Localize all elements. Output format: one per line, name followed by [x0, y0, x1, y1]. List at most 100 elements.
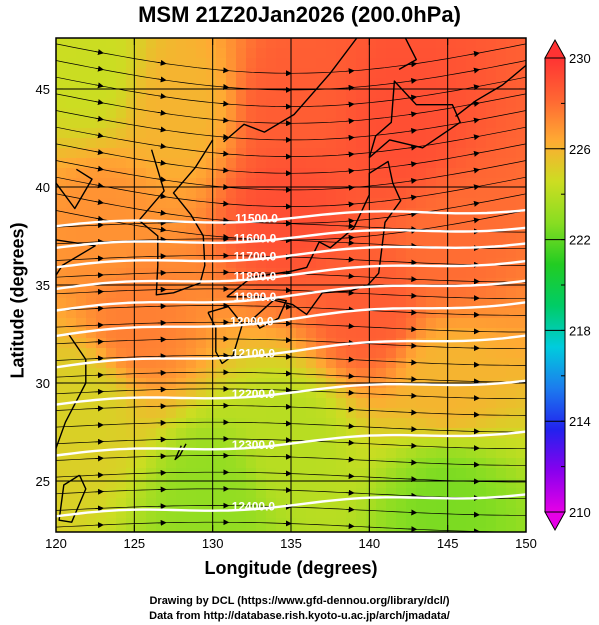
wind-arrow	[95, 182, 104, 189]
field-cell	[216, 68, 227, 79]
field-cell	[96, 408, 107, 419]
field-cell	[496, 468, 507, 479]
field-cell	[396, 78, 407, 89]
field-cell	[346, 228, 357, 239]
field-cell	[436, 178, 447, 189]
field-cell	[126, 268, 137, 279]
field-cell	[246, 488, 257, 499]
field-cell	[216, 298, 227, 309]
field-cell	[66, 428, 77, 439]
field-cell	[266, 38, 277, 49]
field-cell	[166, 98, 177, 109]
field-cell	[306, 428, 317, 439]
field-cell	[396, 398, 407, 409]
field-cell	[206, 38, 217, 49]
field-cell	[246, 238, 257, 249]
wind-arrow	[157, 176, 167, 183]
wind-arrow	[471, 50, 480, 57]
field-cell	[216, 318, 227, 329]
field-cell	[186, 218, 197, 229]
field-cell	[216, 138, 227, 149]
field-cell	[496, 198, 507, 209]
field-cell	[396, 458, 407, 469]
field-cell	[486, 98, 497, 109]
field-cell	[256, 118, 267, 129]
wind-arrow	[157, 209, 167, 216]
field-cell	[276, 88, 287, 99]
field-cell	[446, 348, 457, 359]
field-cell	[326, 138, 337, 149]
field-cell	[226, 308, 237, 319]
field-cell	[106, 398, 117, 409]
field-cell	[506, 168, 517, 179]
field-cell	[506, 98, 517, 109]
field-cell	[236, 488, 247, 499]
field-cell	[66, 128, 77, 139]
field-cell	[66, 148, 77, 159]
field-cell	[506, 368, 517, 379]
field-cell	[506, 308, 517, 319]
field-cell	[426, 188, 437, 199]
field-cell	[456, 188, 467, 199]
field-cell	[486, 398, 497, 409]
field-cell	[146, 48, 157, 59]
field-cell	[516, 48, 526, 59]
field-cell	[256, 338, 267, 349]
field-cell	[486, 148, 497, 159]
field-cell	[476, 498, 487, 509]
field-cell	[406, 38, 417, 49]
field-cell	[516, 278, 526, 289]
wind-arrow	[345, 68, 355, 75]
field-cell	[86, 158, 97, 169]
field-cell	[236, 418, 247, 429]
field-cell	[126, 138, 137, 149]
field-cell	[126, 168, 137, 179]
field-cell	[496, 318, 507, 329]
field-cell	[436, 68, 447, 79]
field-cell	[426, 388, 437, 399]
field-cell	[76, 58, 87, 69]
field-cell	[396, 518, 407, 529]
field-cell	[296, 448, 307, 459]
field-cell	[106, 308, 117, 319]
field-cell	[416, 98, 427, 109]
field-cell	[466, 288, 477, 299]
field-cell	[516, 58, 526, 69]
field-cell	[326, 88, 337, 99]
field-cell	[116, 388, 127, 399]
field-cell	[136, 528, 147, 532]
field-cell	[126, 428, 137, 439]
field-cell	[386, 118, 397, 129]
field-cell	[206, 148, 217, 159]
field-cell	[356, 178, 367, 189]
field-cell	[156, 428, 167, 439]
field-cell	[476, 88, 487, 99]
field-cell	[336, 448, 347, 459]
field-cell	[356, 458, 367, 469]
height-contour	[56, 226, 526, 249]
field-cell	[156, 398, 167, 409]
field-cell	[466, 308, 477, 319]
field-cell	[126, 358, 137, 369]
field-cell	[196, 178, 207, 189]
field-cell	[136, 498, 147, 509]
field-cell	[416, 288, 427, 299]
field-cell	[66, 468, 77, 479]
temperature-field	[56, 38, 526, 532]
korea-coastline	[138, 139, 214, 296]
field-cell	[256, 258, 267, 269]
field-cell	[386, 188, 397, 199]
field-cell	[506, 238, 517, 249]
field-cell	[266, 148, 277, 159]
field-cell	[356, 398, 367, 409]
field-cell	[186, 448, 197, 459]
field-cell	[386, 448, 397, 459]
field-cell	[266, 448, 277, 459]
field-cell	[176, 108, 187, 119]
field-cell	[186, 268, 197, 279]
field-cell	[466, 178, 477, 189]
field-cell	[406, 188, 417, 199]
field-cell	[376, 158, 387, 169]
field-cell	[136, 438, 147, 449]
field-cell	[406, 398, 417, 409]
